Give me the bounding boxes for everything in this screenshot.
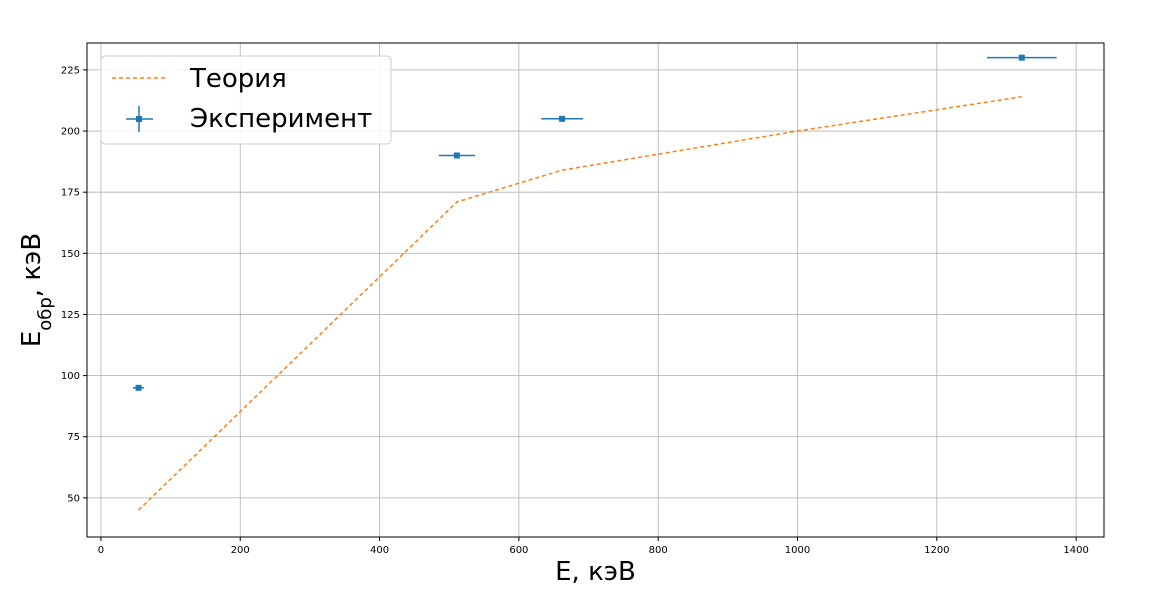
x-tick-label: 1200 bbox=[924, 545, 949, 556]
y-tick-label: 125 bbox=[61, 310, 80, 321]
x-tick-label: 0 bbox=[98, 545, 104, 556]
grid bbox=[87, 43, 1104, 537]
y-tick-label: 150 bbox=[61, 249, 80, 260]
experiment-marker bbox=[559, 115, 566, 122]
legend-box bbox=[100, 55, 392, 145]
theory-line bbox=[138, 96, 1022, 511]
plot-area bbox=[132, 54, 1057, 511]
y-tick-label: 225 bbox=[61, 65, 80, 76]
y-tick-label: 200 bbox=[61, 127, 80, 138]
plot-frame bbox=[86, 42, 1105, 538]
experiment-point bbox=[132, 384, 145, 391]
experiment-marker bbox=[1018, 54, 1025, 61]
x-tick-label: 200 bbox=[231, 545, 250, 556]
x-tick-label: 1000 bbox=[785, 545, 810, 556]
y-tick-label: 100 bbox=[61, 371, 80, 382]
x-axis-label: E, кэВ bbox=[555, 557, 636, 587]
legend-experiment-swatch bbox=[126, 106, 153, 132]
x-tick-label: 400 bbox=[370, 545, 389, 556]
x-tick-label: 800 bbox=[649, 545, 668, 556]
x-tick-label: 600 bbox=[509, 545, 528, 556]
axis-ticks: 0 200 400 600 800 1000 1200 1400 50 75 100 125 150 17… bbox=[61, 65, 1089, 556]
experiment-marker bbox=[135, 384, 142, 391]
experiment-point bbox=[541, 115, 583, 122]
legend: Теория Эксперимент bbox=[100, 55, 392, 145]
x-tick-label: 1400 bbox=[1063, 545, 1088, 556]
y-axis-label: Eобр, кэВ bbox=[17, 233, 56, 347]
experiment-point bbox=[986, 54, 1057, 61]
legend-experiment-label: Эксперимент bbox=[190, 104, 372, 134]
experiment-marker bbox=[453, 152, 460, 159]
experiment-point bbox=[438, 152, 475, 159]
y-tick-label: 75 bbox=[67, 432, 80, 443]
y-tick-label: 50 bbox=[67, 493, 80, 504]
legend-theory-label: Теория bbox=[189, 64, 287, 94]
y-tick-label: 175 bbox=[61, 188, 80, 199]
